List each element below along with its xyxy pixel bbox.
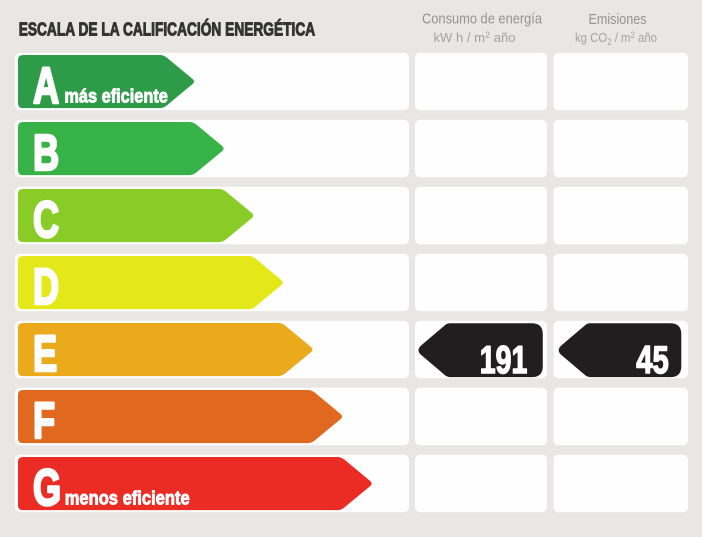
svg-text:menos eficiente: menos eficiente bbox=[65, 487, 190, 509]
svg-text:E: E bbox=[33, 326, 57, 383]
svg-text:C: C bbox=[33, 192, 59, 249]
svg-text:Emisiones: Emisiones bbox=[589, 11, 647, 28]
svg-text:F: F bbox=[33, 393, 55, 450]
svg-text:kg CO2 / m2 año: kg CO2 / m2 año bbox=[575, 30, 657, 47]
svg-text:kW h / m2 año: kW h / m2 año bbox=[434, 30, 516, 45]
svg-text:45: 45 bbox=[636, 339, 669, 382]
svg-text:D: D bbox=[33, 259, 59, 316]
svg-text:A: A bbox=[33, 58, 59, 115]
svg-text:B: B bbox=[33, 125, 59, 182]
svg-text:ESCALA DE LA CALIFICACIÓN ENER: ESCALA DE LA CALIFICACIÓN ENERGÉTICA bbox=[19, 18, 316, 39]
svg-text:G: G bbox=[33, 460, 61, 517]
svg-text:191: 191 bbox=[480, 339, 528, 382]
svg-text:Consumo de energía: Consumo de energía bbox=[422, 10, 542, 27]
svg-text:más eficiente: más eficiente bbox=[64, 85, 168, 107]
